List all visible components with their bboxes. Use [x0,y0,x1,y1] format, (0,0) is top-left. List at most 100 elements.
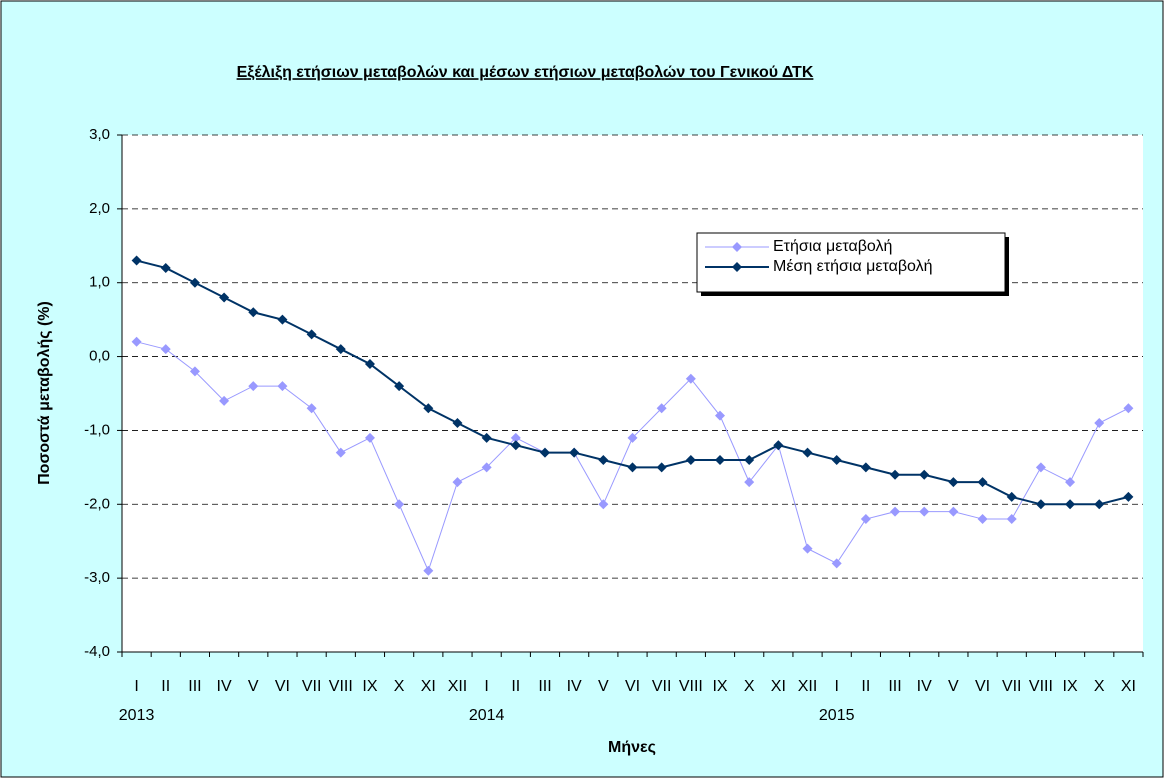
legend-marker [732,242,742,252]
data-point [248,381,259,392]
y-tick-label: 3,0 [89,126,110,143]
x-tick-label: VI [975,678,990,695]
x-tick-label: XI [771,678,786,695]
data-point [860,462,871,473]
data-point [1035,499,1046,510]
plot-area [122,135,1143,652]
data-point [685,373,696,384]
x-tick-label: X [1094,678,1105,695]
data-point [423,403,434,414]
data-point [481,432,492,443]
data-point [569,447,580,458]
x-tick-label: XI [421,678,436,695]
data-point [1065,477,1076,488]
data-point [802,447,813,458]
chart-title: Εξέλιξη ετήσιων μεταβολών και μέσων ετήσ… [237,64,814,81]
x-tick-label: II [861,678,870,695]
data-point [510,432,521,443]
data-point [598,499,609,510]
data-point [656,403,667,414]
x-tick-label: VII [302,678,322,695]
data-point [1006,514,1017,525]
x-tick-label: I [834,678,838,695]
data-point [831,558,842,569]
x-tick-label: IX [1063,678,1078,695]
data-point [773,440,784,451]
data-point [510,440,521,451]
data-point [919,469,930,480]
data-point [189,277,200,288]
data-point [481,462,492,473]
y-tick-label: 0,0 [89,348,110,365]
data-point [131,255,142,266]
data-point [977,477,988,488]
x-tick-label: VIII [679,678,703,695]
data-point [744,477,755,488]
x-tick-label: XII [448,678,468,695]
x-tick-label: IX [712,678,727,695]
x-tick-label: VIII [329,678,353,695]
data-point [627,462,638,473]
data-point [277,314,288,325]
data-point [1094,499,1105,510]
x-tick-label: I [484,678,488,695]
x-tick-label: V [598,678,609,695]
data-point [890,506,901,517]
legend-label: Μέση ετήσια μεταβολή [773,258,933,275]
x-tick-label: VII [1002,678,1022,695]
x-tick-label: VI [275,678,290,695]
data-point [1094,418,1105,429]
data-point [219,292,230,303]
legend-label: Ετήσια μεταβολή [773,238,892,255]
data-point [306,329,317,340]
data-point [160,344,171,355]
x-tick-label: IX [362,678,377,695]
x-tick-label: II [161,678,170,695]
x-tick-label: V [948,678,959,695]
data-point [1065,499,1076,510]
legend-box [696,232,1006,293]
data-point [394,499,405,510]
data-point [335,344,346,355]
data-point [831,454,842,465]
data-point [890,469,901,480]
year-label: 2014 [469,707,505,724]
data-point [423,565,434,576]
data-point [977,514,988,525]
x-tick-label: IV [567,678,582,695]
data-point [1123,491,1134,502]
data-point [715,454,726,465]
x-tick-label: VI [625,678,640,695]
data-point [394,381,405,392]
data-point [744,454,755,465]
data-point [219,395,230,406]
data-point [1123,403,1134,414]
x-tick-label: IV [917,678,932,695]
data-point [277,381,288,392]
data-point [1035,462,1046,473]
data-point [189,366,200,377]
data-point [131,336,142,347]
data-point [160,262,171,273]
y-tick-label: 1,0 [89,274,110,291]
data-point [685,454,696,465]
data-point [948,477,959,488]
x-tick-label: IV [217,678,232,695]
x-tick-label: III [888,678,901,695]
legend-marker [732,262,742,272]
data-point [598,454,609,465]
x-tick-label: XI [1121,678,1136,695]
data-point [539,447,550,458]
y-tick-label: -1,0 [84,421,110,438]
data-point [802,543,813,554]
data-point [715,410,726,421]
data-point [335,447,346,458]
y-tick-label: -3,0 [84,569,110,586]
data-point [248,307,259,318]
x-tick-label: III [538,678,551,695]
y-axis-title: Ποσοστά μεταβολής (%) [36,301,53,485]
data-point [656,462,667,473]
year-label: 2015 [819,707,855,724]
x-axis-title: Μήνες [608,739,656,756]
